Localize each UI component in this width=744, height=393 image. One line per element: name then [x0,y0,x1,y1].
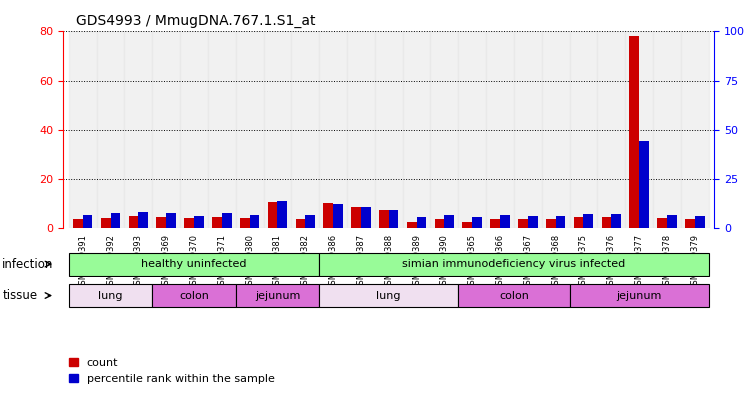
Bar [570,284,709,307]
Bar [185,218,194,228]
Text: healthy uninfected: healthy uninfected [141,259,247,269]
Bar [361,208,371,228]
Bar [83,215,92,228]
Bar [546,219,556,228]
Bar [574,217,583,228]
Bar [625,31,653,228]
Text: infection: infection [2,257,54,271]
Bar [486,31,514,228]
Bar [111,213,121,228]
Bar [379,209,388,228]
Text: simian immunodeficiency virus infected: simian immunodeficiency virus infected [403,259,626,269]
Bar [208,31,236,228]
Bar [431,31,458,228]
Bar [570,31,597,228]
Bar [324,204,333,228]
Text: GDS4993 / MmugDNA.767.1.S1_at: GDS4993 / MmugDNA.767.1.S1_at [77,14,315,28]
Bar [602,217,612,228]
Bar [236,284,319,307]
Bar [375,31,403,228]
Bar [639,141,649,228]
Bar [458,31,486,228]
Bar [278,201,287,228]
Bar [518,219,527,228]
Legend: count, percentile rank within the sample: count, percentile rank within the sample [68,358,275,384]
Bar [333,204,343,228]
Bar [250,215,260,228]
Bar [556,216,565,228]
Bar [156,217,166,228]
Bar [597,31,625,228]
Bar [612,214,621,228]
Bar [444,215,454,228]
Bar [463,222,472,228]
Bar [527,216,538,228]
Bar [292,31,319,228]
Bar [222,213,231,228]
Bar [629,37,639,228]
Bar [500,215,510,228]
Bar [681,31,709,228]
Bar [73,219,83,228]
Bar [68,253,319,276]
Text: lung: lung [376,291,401,301]
Bar [97,31,124,228]
Bar [403,31,431,228]
Bar [407,222,417,228]
Bar [100,218,111,228]
Bar [319,253,709,276]
Bar [138,212,148,228]
Bar [212,217,222,228]
Bar [490,219,500,228]
Bar [542,31,570,228]
Bar [417,217,426,228]
Text: colon: colon [179,291,209,301]
Text: jejunum: jejunum [254,291,300,301]
Bar [295,219,305,228]
Bar [685,219,695,228]
Bar [458,284,570,307]
Bar [124,31,153,228]
Bar [153,284,236,307]
Bar [68,284,153,307]
Bar [240,218,250,228]
Bar [129,216,138,228]
Text: lung: lung [98,291,123,301]
Text: jejunum: jejunum [617,291,662,301]
Bar [472,217,482,228]
Text: tissue: tissue [2,289,37,302]
Bar [434,219,444,228]
Bar [319,31,347,228]
Bar [351,207,361,228]
Bar [667,215,677,228]
Bar [389,210,399,228]
Bar [653,31,681,228]
Bar [583,214,593,228]
Bar [268,202,278,228]
Bar [347,31,375,228]
Bar [514,31,542,228]
Bar [153,31,180,228]
Bar [68,31,97,228]
Bar [305,215,315,228]
Bar [180,31,208,228]
Bar [236,31,263,228]
Bar [263,31,292,228]
Bar [166,213,176,228]
Bar [657,218,667,228]
Text: colon: colon [499,291,529,301]
Bar [194,216,204,228]
Bar [319,284,458,307]
Bar [695,216,705,228]
